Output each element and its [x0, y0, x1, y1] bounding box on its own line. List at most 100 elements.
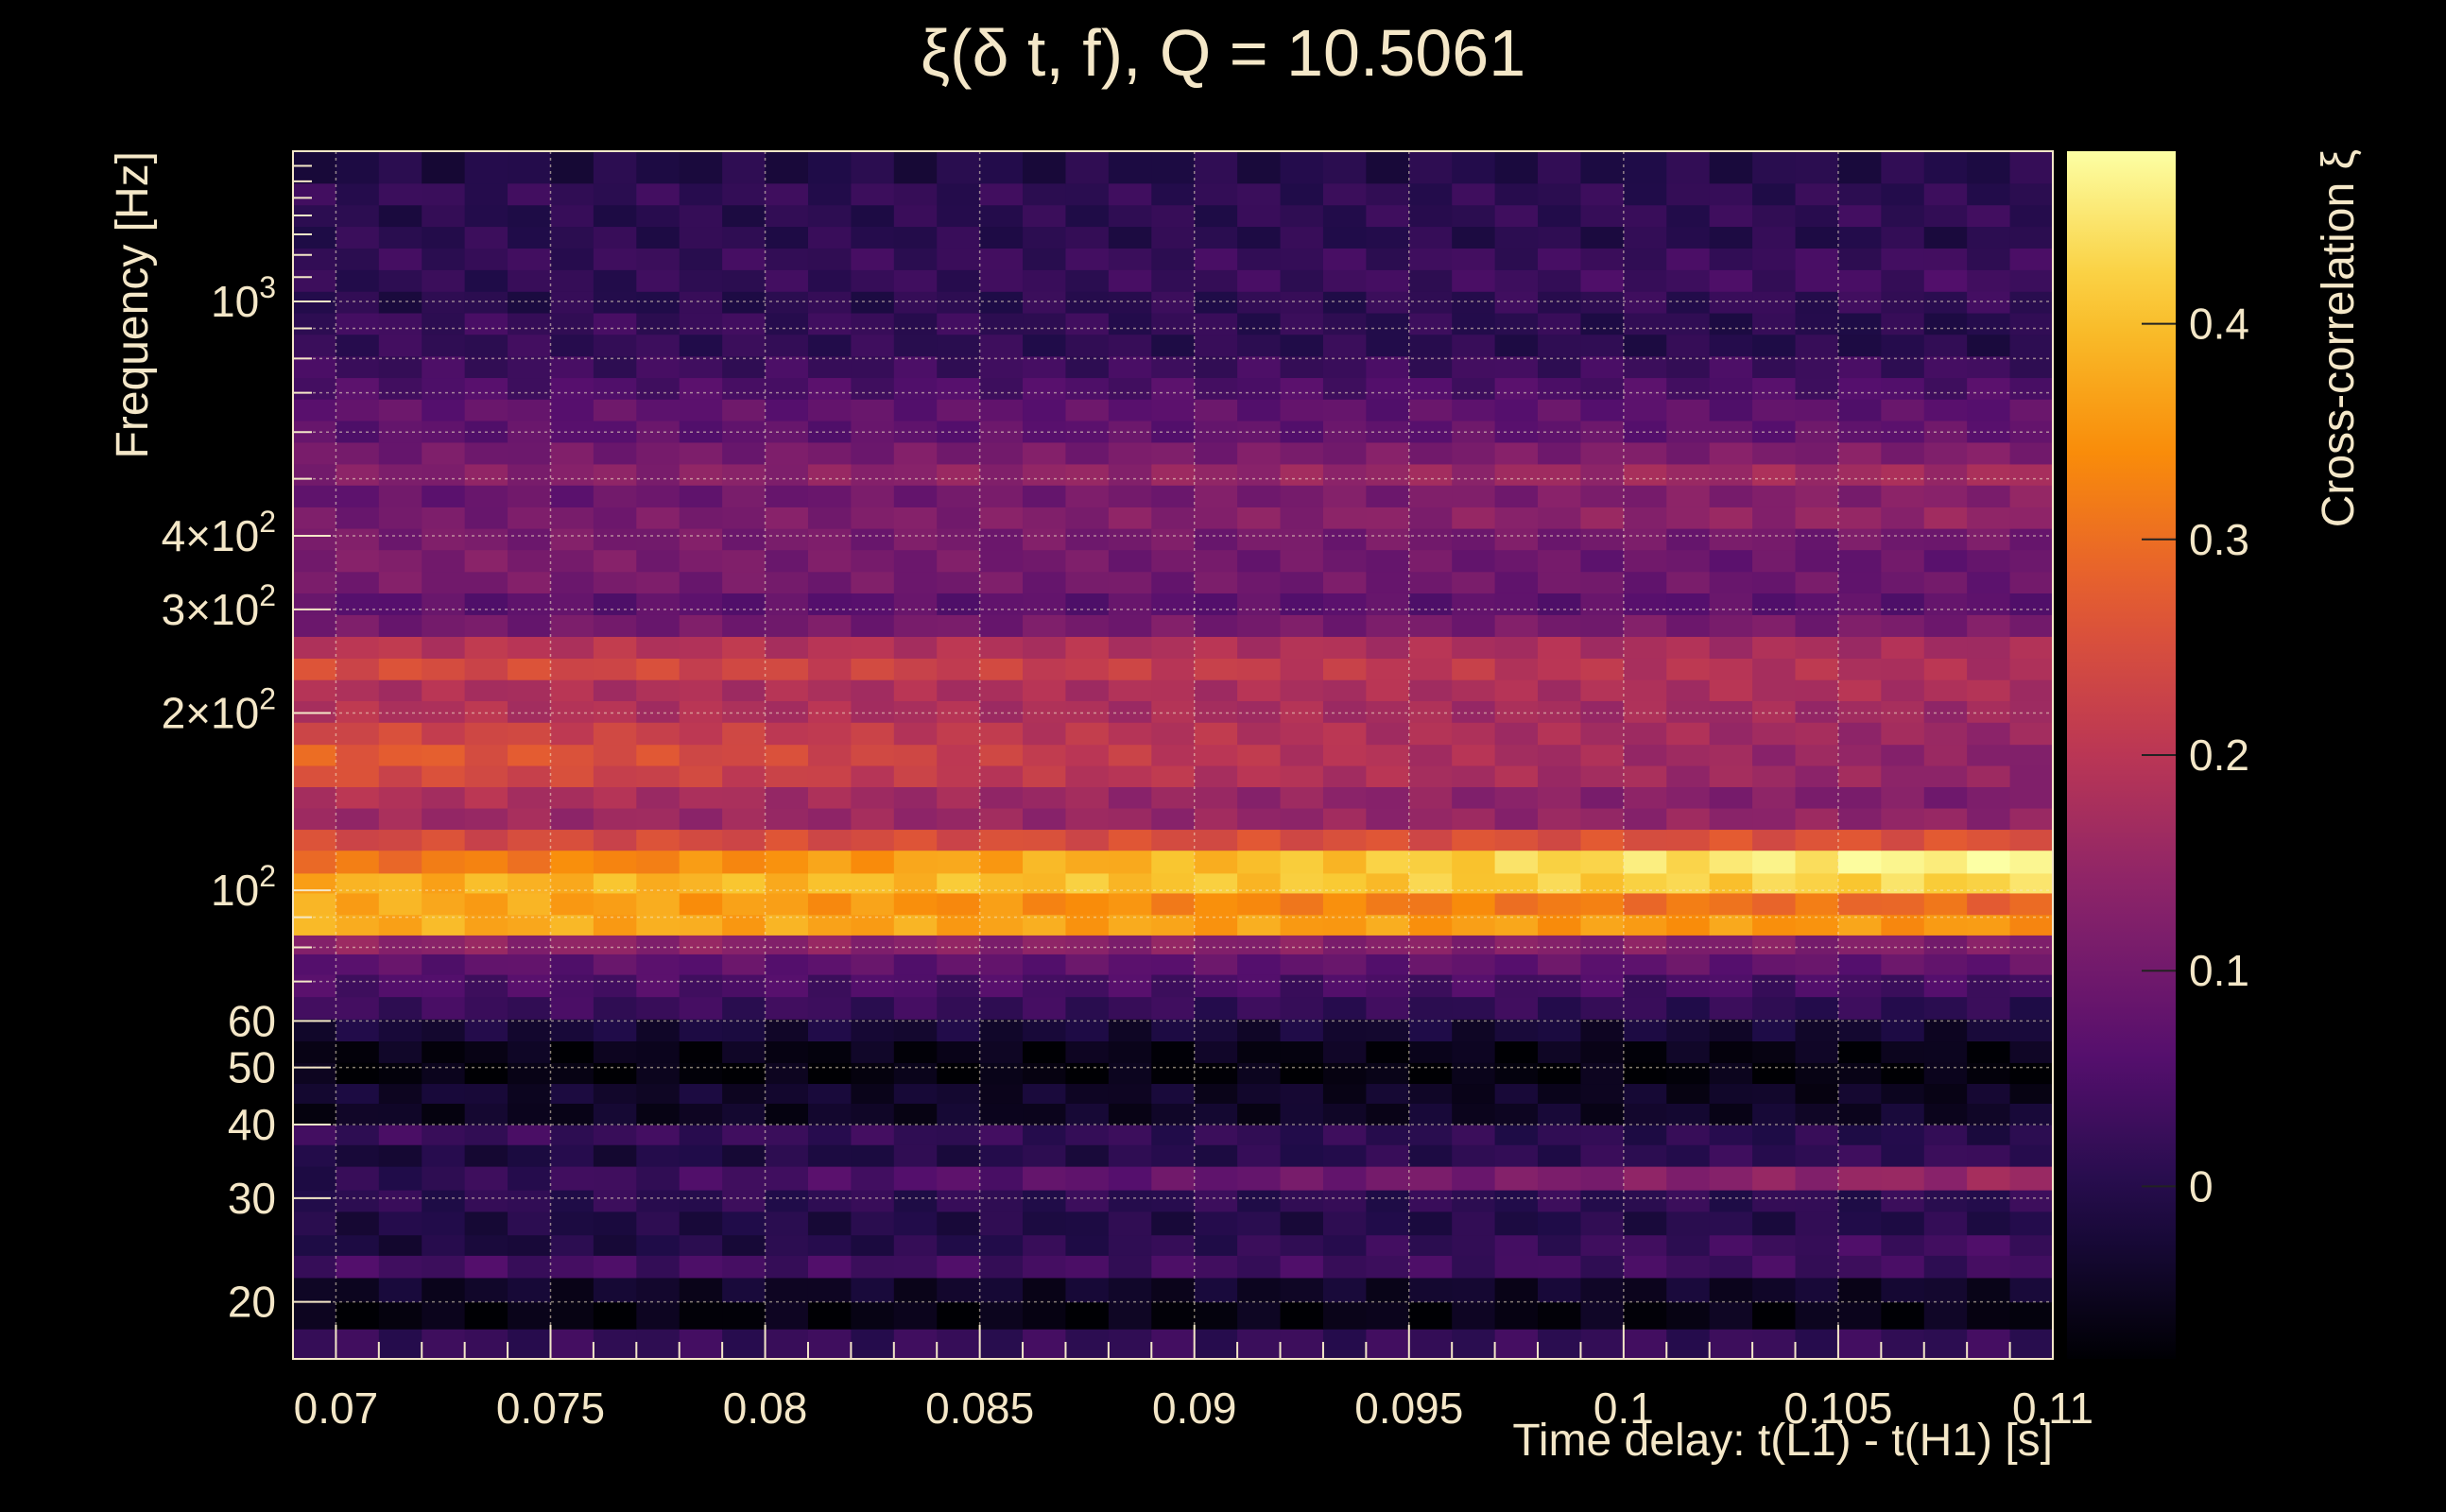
heatmap-cell — [1837, 700, 1882, 723]
heatmap-cell — [1452, 722, 1496, 746]
heatmap-cell — [1752, 744, 1797, 766]
heatmap-cell — [722, 658, 767, 680]
heatmap-cell — [1494, 269, 1539, 292]
heatmap-cell — [1837, 355, 1882, 379]
heatmap-cell — [1580, 441, 1625, 465]
heatmap-cell — [1280, 549, 1324, 573]
heatmap-cell — [1881, 914, 1925, 936]
heatmap-cell — [722, 744, 767, 766]
heatmap-cell — [378, 1083, 422, 1104]
heatmap-cell — [807, 765, 852, 787]
heatmap-cell — [1709, 765, 1753, 787]
heatmap-cell — [1237, 226, 1282, 249]
heatmap-cell — [378, 765, 422, 787]
heatmap-cell — [1194, 1277, 1238, 1303]
heatmap-cell — [2009, 786, 2054, 809]
heatmap-cell — [893, 312, 938, 335]
heatmap-cell — [508, 1301, 552, 1330]
heatmap-cell — [2009, 700, 2054, 723]
heatmap-cell — [1881, 1083, 1925, 1104]
heatmap-cell — [1837, 1301, 1882, 1330]
heatmap-cell — [1494, 420, 1539, 443]
heatmap-cell — [1923, 485, 1968, 507]
heatmap-cell — [1237, 1301, 1282, 1330]
heatmap-cell — [1322, 1083, 1367, 1104]
heatmap-cell — [1538, 744, 1582, 766]
heatmap-cell — [1408, 1040, 1453, 1063]
heatmap-cell — [1065, 850, 1110, 874]
heatmap-cell — [464, 334, 508, 357]
heatmap-cell — [979, 1190, 1024, 1212]
heatmap-cell — [336, 954, 380, 975]
heatmap-cell — [1923, 807, 1968, 831]
heatmap-cell — [979, 765, 1024, 787]
heatmap-cell — [1709, 204, 1753, 228]
heatmap-cell — [508, 1019, 552, 1042]
heatmap-cell — [1322, 892, 1367, 916]
heatmap-cell — [1408, 1062, 1453, 1085]
heatmap-cell — [378, 935, 422, 954]
heatmap-cell — [1452, 1190, 1496, 1212]
heatmap-cell — [1237, 807, 1282, 831]
heatmap-cell — [336, 269, 380, 292]
heatmap-cell — [1881, 679, 1925, 701]
heatmap-cell — [765, 291, 809, 314]
heatmap-cell — [1666, 1211, 1711, 1236]
heatmap-cell — [1881, 1040, 1925, 1063]
heatmap-cell — [1923, 151, 1968, 184]
heatmap-cell — [336, 1301, 380, 1330]
heatmap-cell — [1709, 1144, 1753, 1167]
heatmap-cell — [851, 1255, 895, 1279]
heatmap-cell — [1194, 700, 1238, 723]
heatmap-cell — [807, 507, 852, 529]
heatmap-cell — [336, 571, 380, 593]
heatmap-cell — [807, 399, 852, 421]
heatmap-cell — [1322, 312, 1367, 335]
heatmap-cell — [1752, 892, 1797, 916]
heatmap-cell — [2009, 614, 2054, 637]
heatmap-cell — [336, 182, 380, 206]
heatmap-cell — [1065, 441, 1110, 465]
heatmap-cell — [636, 829, 680, 851]
heatmap-cell — [636, 679, 680, 701]
heatmap-cell — [1023, 463, 1067, 486]
heatmap-cell — [1408, 1301, 1453, 1330]
heatmap-cell — [979, 248, 1024, 270]
heatmap-cell — [893, 377, 938, 400]
heatmap-cell — [1151, 399, 1196, 421]
heatmap-cell — [765, 700, 809, 723]
heatmap-cell — [593, 935, 637, 954]
heatmap-cell — [765, 850, 809, 874]
heatmap-cell — [336, 355, 380, 379]
heatmap-cell — [765, 1144, 809, 1167]
heatmap-cell — [464, 1301, 508, 1330]
heatmap-cell — [422, 571, 466, 593]
heatmap-cell — [1709, 1040, 1753, 1063]
heatmap-cell — [550, 679, 594, 701]
heatmap-cell — [1408, 935, 1453, 954]
heatmap-cell — [1322, 807, 1367, 831]
heatmap-cell — [636, 1255, 680, 1279]
heatmap-cell — [508, 1211, 552, 1236]
heatmap-cell — [1623, 269, 1667, 292]
heatmap-cell — [937, 1144, 981, 1167]
heatmap-cell — [979, 485, 1024, 507]
heatmap-cell — [807, 872, 852, 894]
heatmap-cell — [765, 1103, 809, 1125]
heatmap-cell — [851, 829, 895, 851]
heatmap-cell — [1494, 744, 1539, 766]
heatmap-cell — [1280, 1083, 1324, 1104]
heatmap-cell — [422, 204, 466, 228]
heatmap-cell — [1108, 377, 1152, 400]
heatmap-cell — [1151, 1255, 1196, 1279]
heatmap-cell — [293, 1166, 337, 1191]
heatmap-cell — [1108, 1103, 1152, 1125]
heatmap-cell — [1322, 1211, 1367, 1236]
heatmap-cell — [1709, 954, 1753, 975]
heatmap-cell — [2009, 182, 2054, 206]
heatmap-cell — [378, 744, 422, 766]
heatmap-cell — [937, 614, 981, 637]
heatmap-cell — [851, 974, 895, 998]
heatmap-cell — [679, 786, 723, 809]
